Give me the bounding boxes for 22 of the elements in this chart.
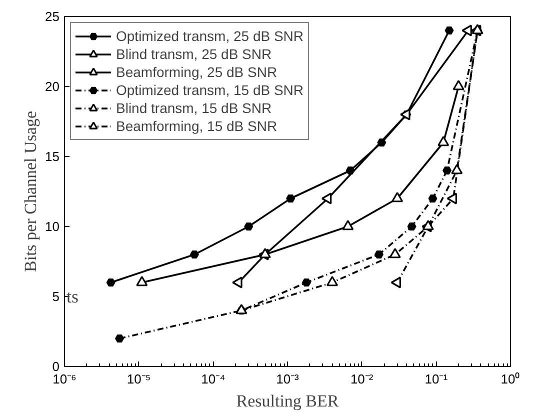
y-tick-label: 10 [45,219,60,234]
legend-label: Blind transm, 15 dB SNR [116,99,272,117]
legend-label: Blind transm, 25 dB SNR [116,45,272,63]
x-axis-title: Resulting BER [236,392,340,410]
x-tick-label: 10⁻⁴ [201,372,226,386]
legend-label: Optimized transm, 15 dB SNR [116,81,304,99]
y-tick-label: 20 [45,79,60,94]
legend-label: Beamforming, 25 dB SNR [116,63,278,81]
x-tick-label: 10⁻⁶ [52,372,76,386]
y-tick-label: 25 [45,9,60,24]
x-tick-label: 10⁻² [350,372,374,386]
y-axis-title: Bits per Channel Usage [21,110,40,272]
legend-label: Beamforming, 15 dB SNR [116,117,278,135]
legend-label: Optimized transm, 25 dB SNR [116,27,304,45]
x-tick-label: 10⁻³ [276,372,300,386]
x-tick-label: 10⁻¹ [424,372,448,386]
x-tick-label: 10⁻⁵ [126,372,151,386]
annotation: ts [66,286,79,306]
y-tick-label: 15 [45,149,60,164]
y-tick-label: 0 [52,359,60,374]
y-tick-label: 5 [52,289,60,304]
x-tick-label: 10⁰ [500,372,520,386]
